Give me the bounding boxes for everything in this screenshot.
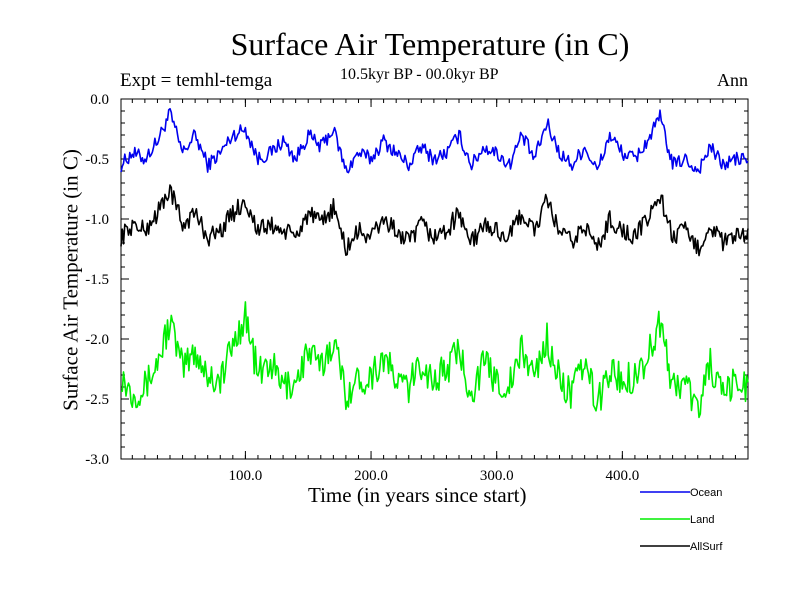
x-axis-label: Time (in years since start) [308, 483, 527, 507]
chart-title: Surface Air Temperature (in C) [230, 26, 630, 62]
y-tick-label: -2.0 [85, 332, 109, 348]
plot-frame [120, 98, 749, 460]
series-line-allsurf [120, 184, 749, 257]
x-tick-label: 400.0 [605, 468, 639, 484]
legend: Ocean Land AllSurf [640, 487, 723, 553]
series-line-ocean [120, 107, 749, 174]
y-tick-label: -1.5 [85, 272, 109, 288]
legend-label-ocean: Ocean [690, 487, 722, 499]
season-label: Ann [717, 70, 748, 90]
y-tick-label: -3.0 [85, 452, 109, 468]
series-line-land [120, 301, 749, 419]
x-tick-label: 100.0 [229, 468, 263, 484]
period-label: 10.5kyr BP - 00.0kyr BP [340, 66, 499, 83]
legend-label-allsurf: AllSurf [690, 541, 723, 553]
x-tick-label: 300.0 [480, 468, 514, 484]
experiment-label: Expt = temhl-temga [120, 70, 273, 91]
y-tick-label: -1.0 [85, 212, 109, 228]
y-tick-label: 0.0 [90, 92, 109, 108]
y-tick-label: -0.5 [85, 152, 109, 168]
x-tick-label: 200.0 [354, 468, 388, 484]
series-group [120, 107, 749, 419]
legend-label-land: Land [690, 514, 714, 526]
y-tick-label: -2.5 [85, 392, 109, 408]
axis-ticks: 0.0 -0.5 -1.0 -1.5 -2.0 -2.5 -3.0 100.0 200.0 300… [85, 92, 748, 484]
